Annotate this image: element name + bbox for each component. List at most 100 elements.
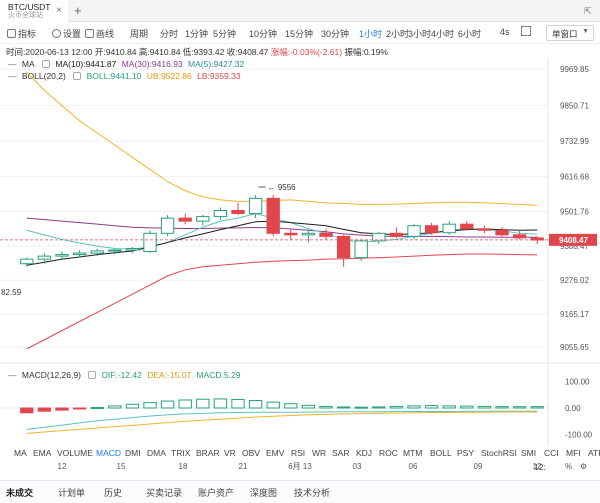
- indicator-smi[interactable]: SMI: [521, 448, 537, 458]
- bottom-tab-6[interactable]: 技术分析: [294, 488, 331, 498]
- timeframe-10[interactable]: 6小时: [458, 29, 482, 39]
- time-tick: 12: [58, 462, 67, 471]
- candle-body: [495, 229, 509, 236]
- indicator-sar[interactable]: SAR: [332, 448, 350, 458]
- settings-button[interactable]: 设置: [52, 27, 81, 40]
- bottom-tab-4[interactable]: 账户资产: [198, 488, 235, 498]
- timeframe-8[interactable]: 3小时: [408, 29, 432, 39]
- indicator-obv[interactable]: OBV: [242, 448, 260, 458]
- macd-tick: -100.00: [565, 431, 593, 440]
- info-low: 低:9393.42: [182, 47, 225, 57]
- add-tab-icon[interactable]: +: [74, 3, 82, 18]
- timeframe-0[interactable]: 分时: [160, 29, 179, 39]
- tab-btc-usdt[interactable]: BTC/USDT 火币全球站 ×: [0, 0, 68, 22]
- macd-bar: [389, 405, 404, 409]
- macd-bar: [231, 398, 245, 409]
- indicator-emv[interactable]: EMV: [266, 448, 285, 458]
- gear-icon: [52, 29, 61, 38]
- indicator-roc[interactable]: ROC: [379, 448, 398, 458]
- macd-bar: [512, 406, 527, 409]
- timeframe-5[interactable]: 30分钟: [321, 29, 350, 39]
- macd-bar: [90, 406, 104, 409]
- indicator-atr[interactable]: ATR: [588, 448, 600, 458]
- kline-chart[interactable]: ← 9556 82.59 9969.85 9850.71 9732.99 9616.68…: [0, 58, 600, 478]
- timeframe-4[interactable]: 15分钟: [285, 29, 314, 39]
- candle-body: [424, 225, 439, 234]
- candle-body: [477, 228, 492, 231]
- bottom-tab-0[interactable]: 未成交: [6, 488, 34, 498]
- macd-bar: [213, 398, 228, 409]
- bottom-tabs: 未成交 计划单 历史 买卖记录 账户资产 深度图 技术分析: [0, 480, 600, 503]
- macd-bar: [143, 402, 157, 409]
- info-amplitude: 振幅:0.19%: [344, 47, 388, 57]
- expand-icon[interactable]: ⇱: [584, 6, 592, 16]
- indicator-cci[interactable]: CCI: [544, 448, 559, 458]
- indicator-button[interactable]: 指标: [7, 27, 36, 40]
- indicator-wr[interactable]: WR: [312, 448, 327, 458]
- timeframe-2[interactable]: 5分钟: [213, 29, 237, 39]
- ma-legend: — MA MA(10):9441.87 MA(30):9416.93 MA(5)…: [8, 59, 247, 69]
- indicator-kdj[interactable]: KDJ: [356, 448, 373, 458]
- macd-bar: [178, 399, 192, 409]
- indicator-trix[interactable]: TRIX: [171, 448, 191, 458]
- timeframe-1[interactable]: 1分钟: [185, 29, 209, 39]
- window-mode-select[interactable]: 单窗口 ▼: [546, 25, 594, 41]
- draw-button[interactable]: 画线: [85, 27, 114, 40]
- ma-settings-icon[interactable]: [42, 60, 50, 68]
- boll-value: BOLL:9441.10: [86, 71, 142, 81]
- macd-settings-icon[interactable]: [88, 371, 97, 379]
- indicator-label: 指标: [18, 29, 37, 39]
- ma10-value: MA(10):9441.87: [55, 59, 117, 69]
- bottom-tab-1[interactable]: 计划单: [58, 488, 86, 498]
- fullscreen-icon[interactable]: [521, 26, 531, 36]
- timeframe-7[interactable]: 2小时: [386, 29, 410, 39]
- indicator-macd[interactable]: MACD: [96, 448, 122, 458]
- indicator-stochrsi[interactable]: StochRSI: [481, 448, 517, 458]
- indicator-ma[interactable]: MA: [14, 448, 27, 458]
- timeframe-6[interactable]: 1小时: [359, 29, 383, 39]
- indicator-volume[interactable]: VOLUME: [57, 448, 93, 458]
- indicator-mfi[interactable]: MFI: [566, 448, 581, 458]
- price-tick: 9165.17: [560, 310, 589, 319]
- candle-body: [389, 232, 404, 237]
- bottom-tab-5[interactable]: 深度图: [250, 488, 278, 498]
- macd-bar: [266, 401, 280, 409]
- timeframe-9[interactable]: 4小时: [431, 29, 455, 39]
- boll-settings-icon[interactable]: [73, 72, 82, 80]
- bottom-tab-3[interactable]: 买卖记录: [146, 488, 183, 498]
- macd-tick: 100.00: [565, 377, 590, 386]
- indicator-vr[interactable]: VR: [224, 448, 236, 458]
- candle-body: [407, 225, 421, 237]
- price-tick: 9969.85: [560, 65, 589, 74]
- indicator-psy[interactable]: PSY: [457, 448, 475, 458]
- boll-legend: — BOLL(20,2) BOLL:9441.10 UB:9522.86 LB:…: [8, 71, 244, 81]
- time-axis: 12 15 18 21 6月 13 03 06 09 12% ⚙: [58, 462, 588, 471]
- boll-toggle-icon[interactable]: —: [8, 71, 17, 81]
- indicator-boll[interactable]: BOLL: [430, 448, 452, 458]
- macd-bar: [72, 407, 87, 410]
- macd-bar: [372, 406, 386, 409]
- bottom-tab-2[interactable]: 历史: [104, 488, 123, 498]
- draw-label: 画线: [96, 29, 115, 39]
- candle-body: [160, 217, 175, 234]
- candle-body: [372, 232, 386, 242]
- candle-body: [196, 216, 210, 222]
- price-tick: 9055.65: [560, 343, 589, 352]
- ma-toggle-icon[interactable]: —: [8, 59, 17, 69]
- indicator-mtm[interactable]: MTM: [403, 448, 423, 458]
- timeframe-3[interactable]: 10分钟: [249, 29, 278, 39]
- boll-legend-name: BOLL(20,2): [21, 71, 66, 81]
- time-tick: 18: [179, 462, 188, 471]
- boll-lines: [26, 71, 538, 350]
- close-icon[interactable]: ×: [56, 5, 62, 16]
- candle-body: [125, 248, 140, 251]
- indicator-dmi[interactable]: DMI: [125, 448, 141, 458]
- chart-grid: [0, 58, 600, 446]
- tab-bar: BTC/USDT 火币全球站 × +: [0, 0, 600, 22]
- indicator-brar[interactable]: BRAR: [196, 448, 220, 458]
- indicator-dma[interactable]: DMA: [147, 448, 166, 458]
- indicator-rsi[interactable]: RSI: [291, 448, 306, 458]
- macd-toggle-icon[interactable]: —: [8, 370, 17, 380]
- price-tick: 9501.76: [560, 207, 589, 216]
- indicator-ema[interactable]: EMA: [33, 448, 52, 458]
